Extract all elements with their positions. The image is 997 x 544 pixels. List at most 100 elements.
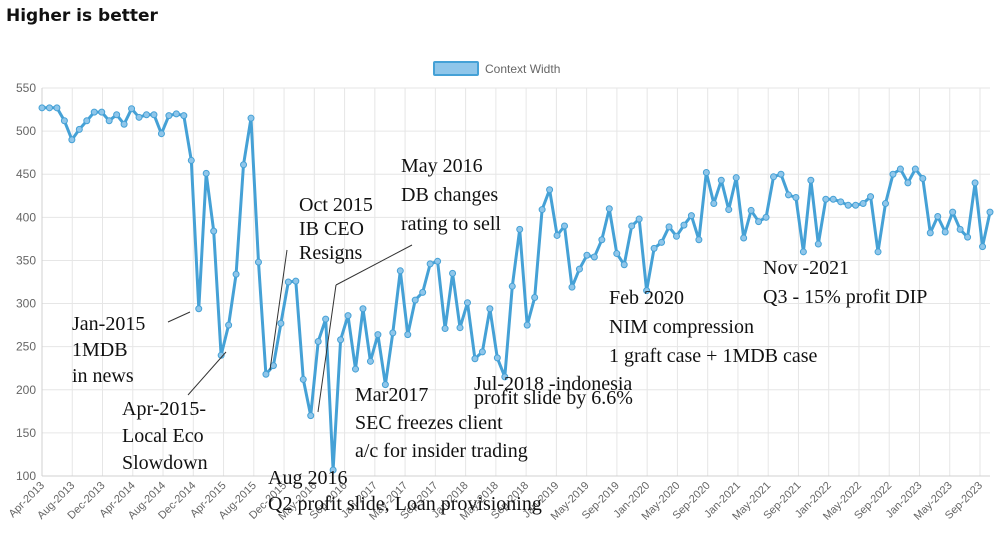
data-point[interactable] bbox=[799, 248, 807, 256]
data-point[interactable] bbox=[232, 270, 240, 278]
data-point[interactable] bbox=[120, 120, 128, 128]
data-point[interactable] bbox=[762, 213, 770, 221]
data-point[interactable] bbox=[874, 248, 882, 256]
data-point[interactable] bbox=[926, 229, 934, 237]
data-point[interactable] bbox=[896, 165, 904, 173]
data-point[interactable] bbox=[463, 299, 471, 307]
data-point[interactable] bbox=[553, 231, 561, 239]
data-point[interactable] bbox=[195, 305, 203, 313]
data-point[interactable] bbox=[531, 294, 539, 302]
data-point[interactable] bbox=[359, 305, 367, 313]
data-point[interactable] bbox=[157, 130, 165, 138]
data-point[interactable] bbox=[68, 136, 76, 144]
data-point[interactable] bbox=[292, 277, 300, 285]
data-point[interactable] bbox=[337, 336, 345, 344]
data-point[interactable] bbox=[605, 205, 613, 213]
data-point[interactable] bbox=[225, 321, 233, 329]
data-point[interactable] bbox=[307, 412, 315, 420]
data-point[interactable] bbox=[777, 170, 785, 178]
data-point[interactable] bbox=[165, 112, 173, 120]
data-point[interactable] bbox=[217, 351, 225, 359]
data-point[interactable] bbox=[456, 324, 464, 332]
data-point[interactable] bbox=[665, 223, 673, 231]
data-point[interactable] bbox=[740, 234, 748, 242]
data-point[interactable] bbox=[956, 225, 964, 233]
data-point[interactable] bbox=[867, 193, 875, 201]
data-point[interactable] bbox=[919, 175, 927, 183]
data-point[interactable] bbox=[881, 200, 889, 208]
data-point[interactable] bbox=[575, 265, 583, 273]
data-point[interactable] bbox=[717, 176, 725, 184]
data-point[interactable] bbox=[471, 355, 479, 363]
data-point[interactable] bbox=[45, 104, 53, 112]
data-point[interactable] bbox=[135, 113, 143, 121]
data-point[interactable] bbox=[635, 215, 643, 223]
data-point[interactable] bbox=[859, 200, 867, 208]
data-point[interactable] bbox=[979, 243, 987, 251]
data-point[interactable] bbox=[83, 117, 91, 125]
data-point[interactable] bbox=[650, 244, 658, 252]
data-point[interactable] bbox=[486, 305, 494, 313]
data-point[interactable] bbox=[501, 373, 509, 381]
data-point[interactable] bbox=[210, 227, 218, 235]
data-point[interactable] bbox=[643, 287, 651, 295]
data-point[interactable] bbox=[672, 232, 680, 240]
data-point[interactable] bbox=[277, 319, 285, 327]
data-point[interactable] bbox=[934, 212, 942, 220]
data-point[interactable] bbox=[964, 233, 972, 241]
data-point[interactable] bbox=[262, 370, 270, 378]
data-point[interactable] bbox=[598, 236, 606, 244]
data-point[interactable] bbox=[590, 253, 598, 261]
data-point[interactable] bbox=[747, 206, 755, 214]
data-point[interactable] bbox=[732, 174, 740, 182]
data-point[interactable] bbox=[844, 201, 852, 209]
data-point[interactable] bbox=[202, 169, 210, 177]
data-point[interactable] bbox=[807, 176, 815, 184]
data-point[interactable] bbox=[60, 117, 68, 125]
data-point[interactable] bbox=[523, 321, 531, 329]
data-point[interactable] bbox=[561, 222, 569, 230]
data-point[interactable] bbox=[710, 200, 718, 208]
data-point[interactable] bbox=[687, 212, 695, 220]
data-point[interactable] bbox=[784, 191, 792, 199]
data-point[interactable] bbox=[143, 111, 151, 119]
data-point[interactable] bbox=[628, 222, 636, 230]
data-point[interactable] bbox=[314, 337, 322, 345]
data-point[interactable] bbox=[680, 221, 688, 229]
data-point[interactable] bbox=[284, 278, 292, 286]
data-point[interactable] bbox=[971, 179, 979, 187]
data-point[interactable] bbox=[396, 267, 404, 275]
data-point[interactable] bbox=[658, 238, 666, 246]
data-point[interactable] bbox=[792, 194, 800, 202]
data-point[interactable] bbox=[98, 108, 106, 116]
data-point[interactable] bbox=[352, 365, 360, 373]
data-point[interactable] bbox=[852, 201, 860, 209]
data-point[interactable] bbox=[187, 156, 195, 164]
data-point[interactable] bbox=[941, 228, 949, 236]
data-point[interactable] bbox=[180, 112, 188, 120]
data-point[interactable] bbox=[702, 168, 710, 176]
data-point[interactable] bbox=[247, 114, 255, 122]
data-point[interactable] bbox=[411, 296, 419, 304]
data-point[interactable] bbox=[904, 179, 912, 187]
data-point[interactable] bbox=[449, 269, 457, 277]
data-point[interactable] bbox=[538, 206, 546, 214]
data-point[interactable] bbox=[113, 111, 121, 119]
data-point[interactable] bbox=[516, 225, 524, 233]
data-point[interactable] bbox=[374, 331, 382, 339]
data-point[interactable] bbox=[150, 111, 158, 119]
data-point[interactable] bbox=[493, 354, 501, 362]
data-point[interactable] bbox=[254, 258, 262, 266]
data-point[interactable] bbox=[725, 206, 733, 214]
data-point[interactable] bbox=[75, 125, 83, 133]
data-point[interactable] bbox=[986, 208, 994, 216]
data-point[interactable] bbox=[299, 375, 307, 383]
data-point[interactable] bbox=[344, 312, 352, 320]
data-point[interactable] bbox=[770, 173, 778, 181]
data-point[interactable] bbox=[508, 282, 516, 290]
data-point[interactable] bbox=[837, 198, 845, 206]
data-point[interactable] bbox=[568, 283, 576, 291]
data-point[interactable] bbox=[546, 186, 554, 194]
data-point[interactable] bbox=[329, 466, 337, 474]
data-point[interactable] bbox=[434, 257, 442, 265]
